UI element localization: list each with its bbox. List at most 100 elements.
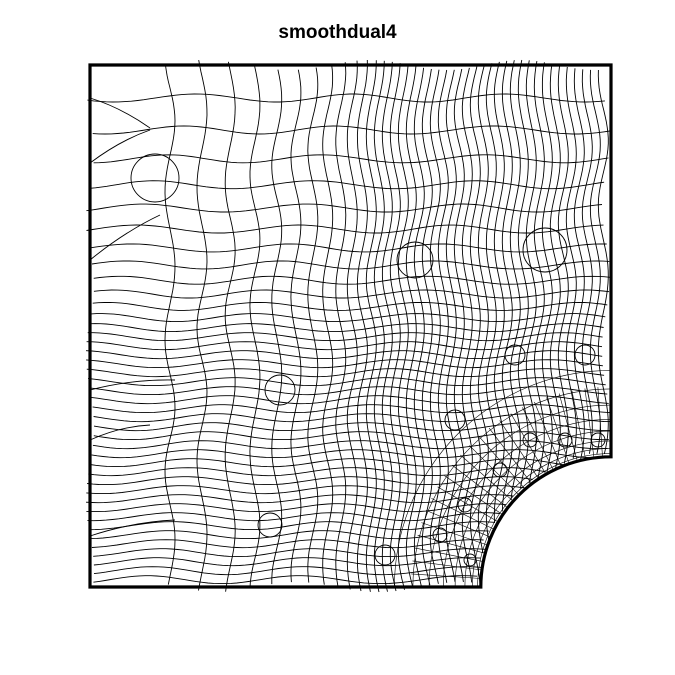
- mesh-edge: [86, 359, 603, 369]
- mesh-edge: [381, 61, 393, 592]
- mesh-edge: [88, 467, 546, 477]
- refined-mesh-region: [394, 370, 612, 588]
- mesh-edge: [322, 64, 334, 585]
- mesh-edge: [571, 390, 586, 460]
- mesh-lines: [85, 59, 611, 593]
- mesh-edge: [93, 422, 610, 432]
- mesh-edge: [86, 485, 526, 495]
- mesh-edge: [92, 440, 608, 450]
- mesh-edge: [93, 557, 481, 567]
- mesh-edge: [224, 61, 236, 592]
- mesh-edge: [89, 214, 161, 261]
- mesh-edge: [444, 475, 503, 515]
- mesh-edge: [413, 67, 425, 587]
- mesh-edge: [510, 413, 547, 475]
- mesh-edge: [397, 64, 409, 590]
- mesh-edge: [517, 59, 529, 489]
- mesh-edge: [485, 63, 497, 542]
- mesh-edge: [443, 419, 612, 588]
- mesh-edge: [477, 453, 612, 588]
- mesh-edge: [534, 401, 562, 467]
- mesh-edge: [93, 413, 611, 423]
- mesh-edge: [522, 407, 554, 471]
- mesh-edge: [92, 125, 610, 135]
- mesh-edge: [90, 313, 606, 323]
- mesh-edge: [290, 69, 302, 583]
- mesh-edge: [93, 154, 609, 164]
- mesh-edge: [88, 377, 606, 387]
- mesh-edge: [469, 445, 520, 496]
- singularity-ring: [522, 432, 538, 448]
- mesh-edge: [541, 62, 553, 474]
- mesh-edge: [493, 61, 505, 524]
- mesh-edge: [469, 66, 481, 584]
- mesh-edge: [429, 69, 441, 584]
- mesh-edge: [89, 129, 151, 164]
- mesh-edge: [92, 301, 608, 311]
- mesh-edge: [451, 464, 508, 508]
- mesh-edge: [89, 379, 176, 391]
- mesh-edge: [437, 486, 499, 523]
- singularity-ring: [264, 374, 296, 406]
- mesh-edge: [89, 97, 151, 129]
- mesh-edge: [86, 503, 507, 513]
- mesh-edge: [87, 93, 605, 103]
- mesh-edge: [89, 180, 605, 190]
- mesh-edge: [89, 458, 565, 468]
- mesh-edge: [86, 368, 605, 378]
- mesh-edge: [356, 59, 368, 592]
- domain-boundary: [88, 63, 613, 589]
- mesh-edge: [93, 275, 611, 285]
- singularity-ring: [130, 153, 180, 203]
- mesh-edge: [414, 547, 484, 562]
- mesh-edge: [307, 67, 319, 583]
- mesh-edge: [86, 203, 603, 213]
- mesh-edge: [346, 60, 358, 590]
- mesh-edge: [93, 548, 486, 558]
- mesh-edge: [425, 510, 491, 538]
- mesh-edge: [93, 566, 482, 576]
- mesh-edge: [90, 530, 489, 540]
- mesh-edge: [93, 431, 609, 441]
- mesh-edge: [525, 60, 537, 484]
- mesh-edge: [87, 332, 603, 342]
- mesh-edge: [164, 64, 176, 585]
- mesh-edge: [421, 522, 488, 546]
- mesh-edge: [91, 395, 609, 405]
- mesh-edge: [365, 60, 377, 592]
- mesh-edge: [565, 66, 577, 459]
- mesh-edge: [89, 386, 608, 396]
- mesh-edge: [85, 350, 603, 360]
- mesh-edge: [91, 539, 484, 549]
- mesh-edge: [89, 424, 151, 441]
- mesh-edge: [196, 60, 208, 591]
- mesh-edge: [597, 387, 603, 458]
- mesh-edge: [249, 66, 261, 589]
- mesh-edge: [85, 494, 513, 504]
- mesh-edge: [93, 575, 478, 585]
- mesh-edge: [417, 534, 486, 554]
- mesh-edge: [437, 69, 449, 583]
- mesh-edge: [87, 476, 533, 486]
- singularity-ring: [522, 227, 568, 273]
- singularity-ring: [492, 462, 508, 478]
- mesh-edge: [584, 388, 595, 458]
- singularity-ring: [504, 344, 526, 366]
- mesh-edge: [453, 68, 465, 583]
- mesh-edge: [488, 427, 532, 484]
- mesh-edge: [428, 404, 612, 588]
- mesh-edge: [573, 68, 585, 460]
- singularity-ring: [444, 409, 466, 431]
- mesh-edge: [89, 323, 604, 333]
- mesh-edge: [271, 69, 283, 585]
- singularity-ring: [374, 544, 396, 566]
- singularity-ring: [432, 527, 448, 543]
- dual-mesh-singularities: [130, 153, 606, 567]
- mesh-edge: [464, 440, 612, 588]
- mesh-edge: [549, 63, 561, 469]
- singularity-ring: [457, 497, 473, 513]
- mesh-edge: [460, 454, 514, 502]
- mesh-edge: [405, 66, 417, 589]
- singularity-ring: [590, 432, 606, 448]
